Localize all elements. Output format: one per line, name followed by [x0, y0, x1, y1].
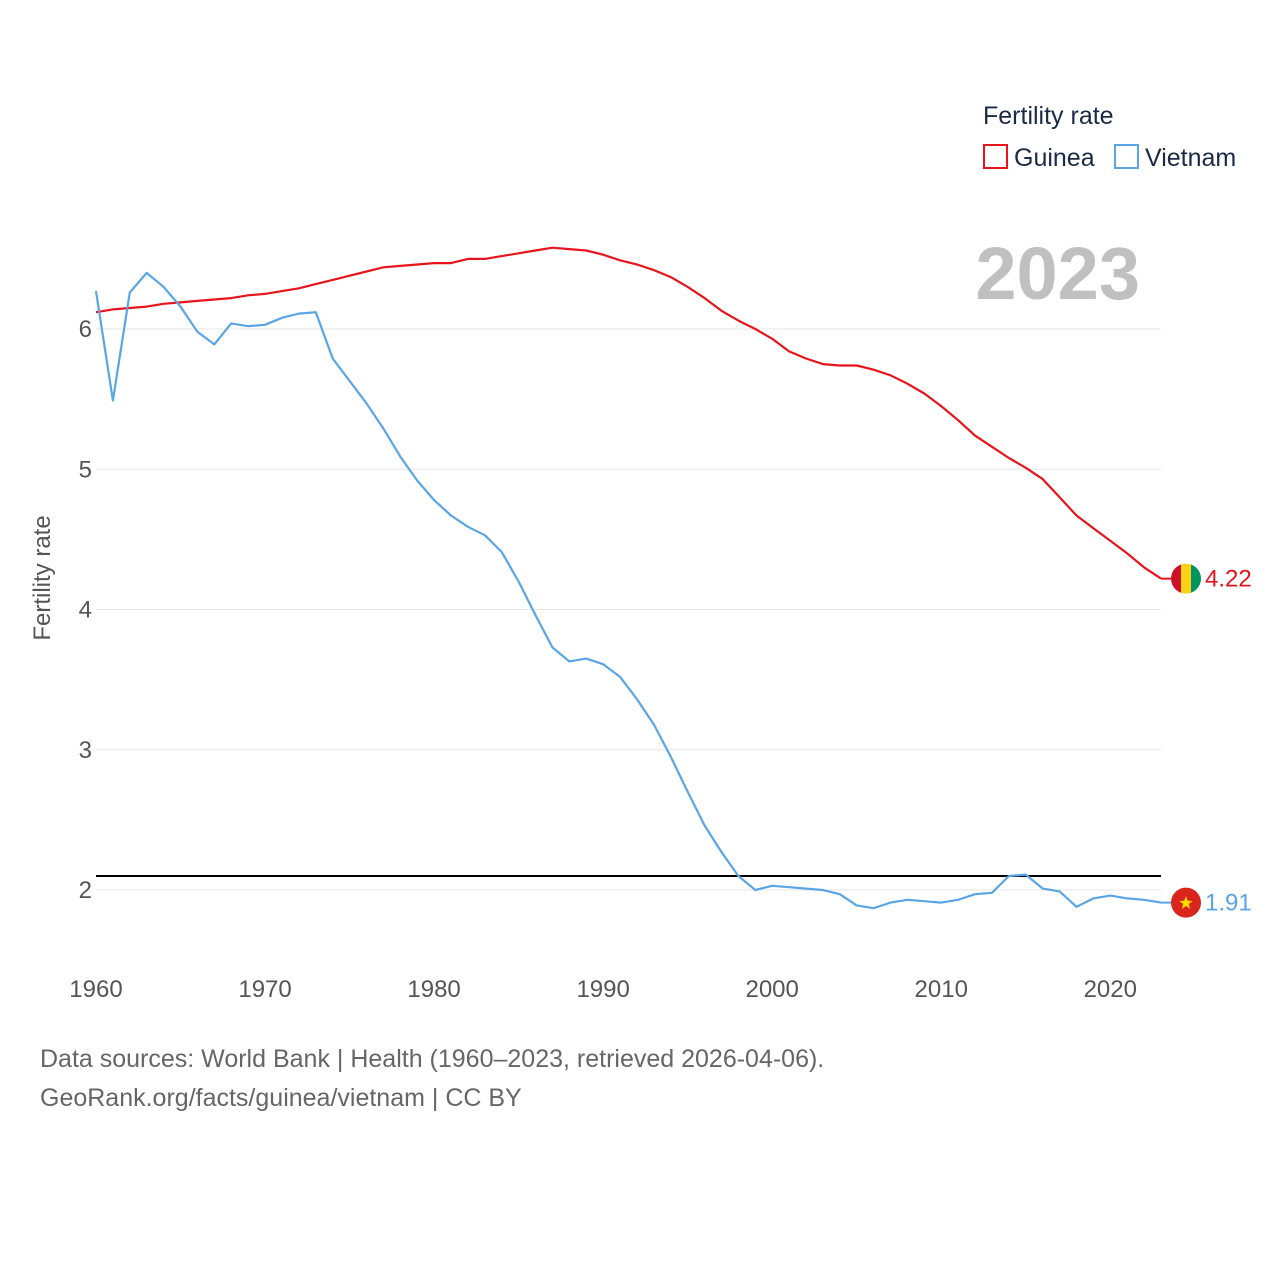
legend-item-vietnam[interactable]: Vietnam — [1114, 144, 1236, 172]
x-tick-label: 1980 — [407, 976, 460, 1003]
y-tick-label: 3 — [79, 737, 92, 764]
y-axis: 2 3 4 5 6 — [79, 316, 92, 904]
legend-swatch-vietnam — [1114, 144, 1139, 169]
x-tick-label: 2010 — [915, 976, 968, 1003]
x-tick-label: 1970 — [238, 976, 291, 1003]
legend-title: Fertility rate — [983, 102, 1114, 130]
guinea-flag-icon — [1171, 563, 1201, 594]
series-line-guinea[interactable] — [95, 246, 1162, 580]
legend: Fertility rate Guinea Vietnam — [983, 102, 1236, 172]
y-tick-label: 4 — [79, 597, 92, 624]
x-tick-label: 1960 — [69, 976, 122, 1003]
end-value-label-guinea: 4.22 — [1205, 566, 1252, 593]
y-axis-title: Fertility rate — [29, 515, 56, 640]
year-label: 2023 — [975, 232, 1140, 315]
end-markers: 4.22 1.91 — [1161, 563, 1252, 918]
y-tick-label: 2 — [79, 877, 92, 904]
legend-label-guinea: Guinea — [1014, 144, 1095, 172]
source-link[interactable]: GeoRank.org/facts/guinea/vietnam | CC BY — [40, 1084, 522, 1112]
source-note: Data sources: World Bank | Health (1960–… — [40, 1045, 825, 1073]
x-tick-label: 1990 — [576, 976, 629, 1003]
x-tick-label: 2000 — [745, 976, 798, 1003]
y-tick-label: 5 — [79, 456, 92, 483]
series-line-vietnam[interactable] — [94, 271, 1162, 910]
y-tick-label: 6 — [79, 316, 92, 343]
series-lines — [94, 246, 1162, 910]
legend-label-vietnam: Vietnam — [1145, 144, 1236, 172]
x-axis: 1960 1970 1980 1990 2000 2010 2020 — [69, 976, 1137, 1003]
end-value-label-vietnam: 1.91 — [1205, 890, 1252, 917]
vietnam-flag-icon — [1171, 887, 1201, 918]
legend-item-guinea[interactable]: Guinea — [983, 144, 1095, 172]
grid — [96, 328, 1161, 891]
x-tick-label: 2020 — [1084, 976, 1137, 1003]
legend-swatch-guinea — [983, 144, 1008, 169]
